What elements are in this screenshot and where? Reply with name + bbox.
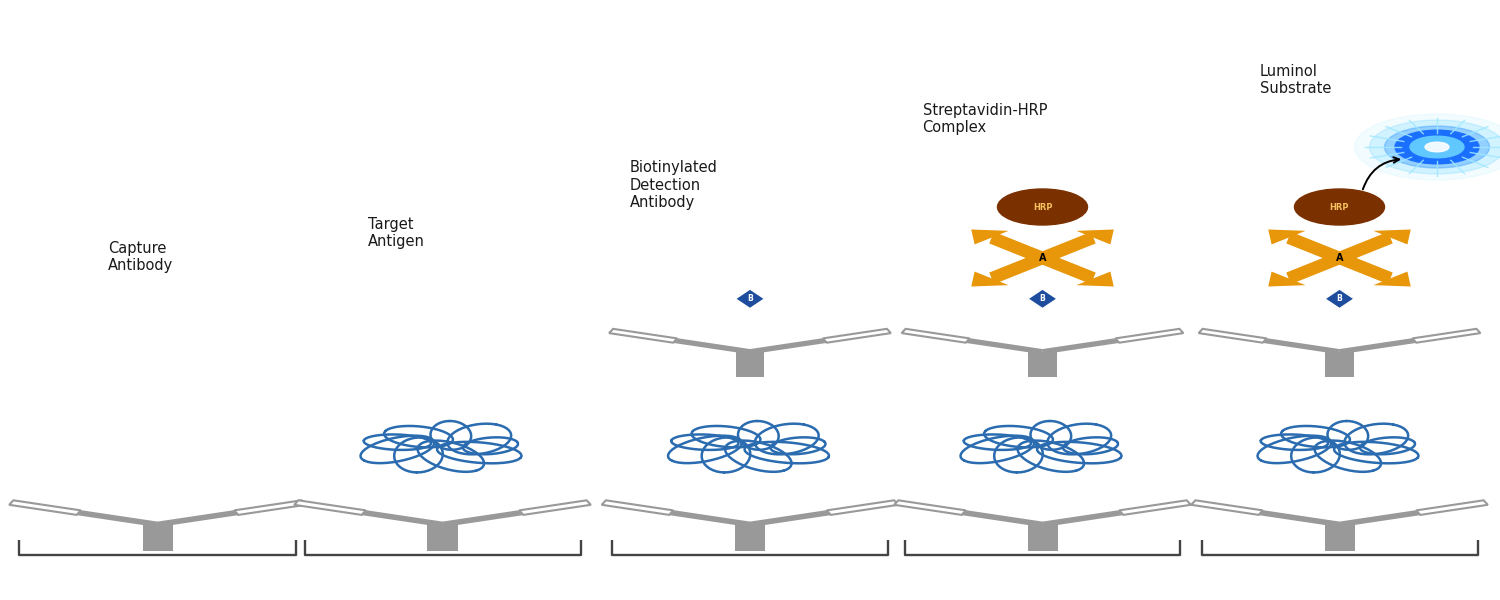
Text: Biotinylated
Detection
Antibody: Biotinylated Detection Antibody — [630, 160, 718, 210]
Polygon shape — [1416, 500, 1488, 515]
Polygon shape — [609, 329, 676, 343]
Text: B: B — [747, 294, 753, 304]
Polygon shape — [234, 500, 306, 515]
Text: Luminol
Substrate: Luminol Substrate — [1260, 64, 1332, 96]
Polygon shape — [902, 329, 969, 343]
Bar — [1324, 524, 1354, 551]
Polygon shape — [894, 500, 966, 515]
Polygon shape — [970, 272, 1008, 287]
Polygon shape — [1374, 229, 1411, 244]
Text: Streptavidin-HRP
Complex: Streptavidin-HRP Complex — [922, 103, 1047, 135]
Circle shape — [1370, 120, 1500, 174]
Bar — [1326, 352, 1353, 377]
Bar — [735, 524, 765, 551]
Polygon shape — [1077, 272, 1114, 287]
Polygon shape — [1374, 272, 1411, 287]
Polygon shape — [735, 289, 765, 308]
Circle shape — [1354, 114, 1500, 180]
Text: HRP: HRP — [1032, 202, 1053, 211]
Polygon shape — [1413, 329, 1480, 343]
Text: A: A — [1038, 253, 1047, 263]
Text: B: B — [1336, 294, 1342, 304]
Polygon shape — [519, 500, 591, 515]
Bar — [142, 524, 172, 551]
Text: HRP: HRP — [1329, 202, 1350, 211]
Polygon shape — [1268, 229, 1305, 244]
Polygon shape — [9, 500, 81, 515]
Text: Capture
Antibody: Capture Antibody — [108, 241, 172, 273]
Polygon shape — [1028, 289, 1057, 308]
Polygon shape — [1116, 329, 1184, 343]
Polygon shape — [1268, 272, 1305, 287]
Polygon shape — [1198, 329, 1266, 343]
Circle shape — [1410, 136, 1464, 158]
Polygon shape — [602, 500, 674, 515]
Circle shape — [1294, 189, 1384, 225]
Polygon shape — [970, 229, 1008, 244]
Bar — [1029, 352, 1056, 377]
Circle shape — [1425, 142, 1449, 152]
Polygon shape — [1077, 229, 1114, 244]
Bar — [735, 352, 764, 377]
Polygon shape — [294, 500, 366, 515]
Text: B: B — [1040, 294, 1046, 304]
Text: A: A — [1335, 253, 1344, 263]
Polygon shape — [1119, 500, 1191, 515]
Bar — [427, 524, 458, 551]
Polygon shape — [1324, 289, 1354, 308]
Bar — [1028, 524, 1057, 551]
Circle shape — [1395, 130, 1479, 164]
Circle shape — [1384, 126, 1490, 168]
Polygon shape — [824, 329, 891, 343]
Polygon shape — [827, 500, 898, 515]
Polygon shape — [1191, 500, 1263, 515]
Circle shape — [998, 189, 1088, 225]
Text: Target
Antigen: Target Antigen — [368, 217, 424, 249]
